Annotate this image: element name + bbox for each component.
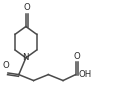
Text: N: N: [23, 53, 29, 62]
Text: O: O: [2, 61, 9, 70]
Text: O: O: [73, 52, 80, 61]
Text: O: O: [24, 4, 30, 12]
Text: OH: OH: [79, 70, 92, 79]
